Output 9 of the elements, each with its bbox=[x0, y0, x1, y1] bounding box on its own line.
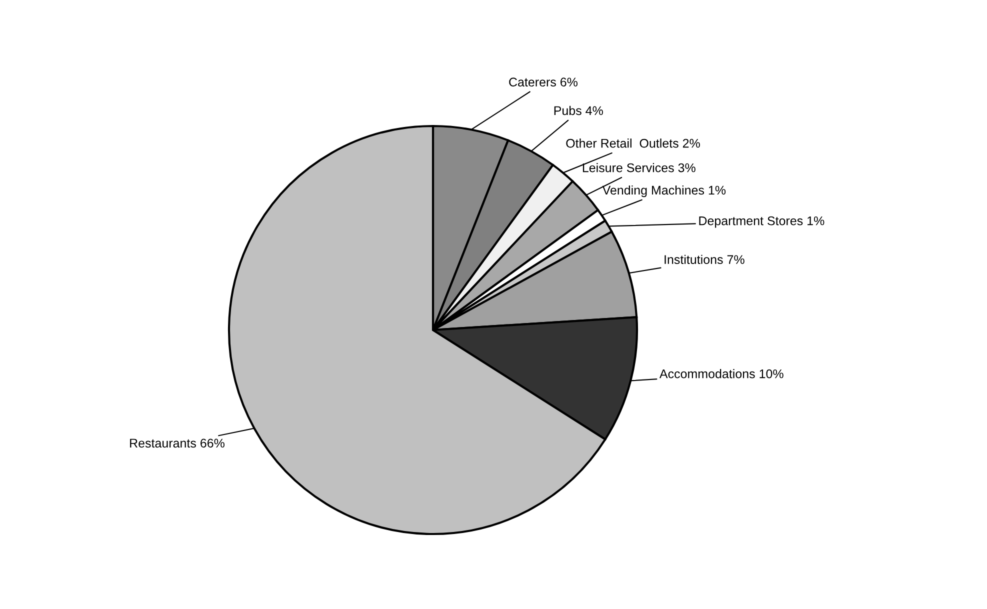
slice-label: Accommodations 10% bbox=[659, 369, 784, 378]
slice-label: Caterers 6% bbox=[509, 78, 578, 87]
slice-label: Other Retail Outlets 2% bbox=[566, 138, 700, 148]
slice-label: Pubs 4% bbox=[554, 106, 603, 116]
slice-label: Restaurants 66% bbox=[130, 438, 224, 448]
slice-label: Institutions 7% bbox=[664, 254, 744, 264]
slice-label: Department Stores 1% bbox=[699, 216, 824, 228]
slice-label: Leisure Services 3% bbox=[582, 163, 696, 172]
slice-label: Vending Machines 1% bbox=[602, 185, 726, 198]
